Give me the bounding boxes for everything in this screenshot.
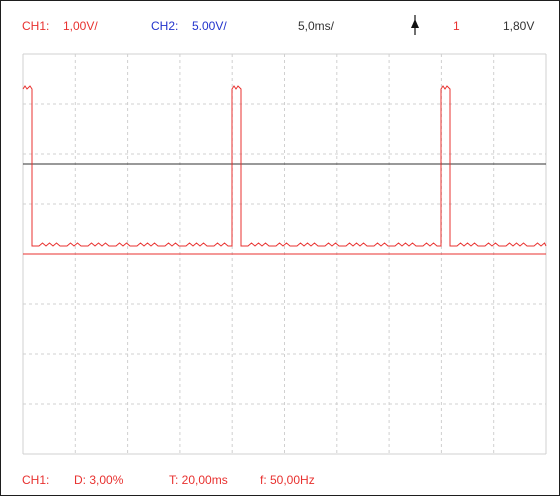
ch1-scale[interactable]: 1,00V/ bbox=[63, 19, 98, 33]
ch1-waveform-trace bbox=[22, 85, 547, 247]
timebase-value[interactable]: 5,0ms/ bbox=[298, 19, 335, 33]
trigger-level[interactable]: 1,80V bbox=[503, 19, 535, 33]
ch2-scale[interactable]: 5.00V/ bbox=[192, 19, 227, 33]
trigger-rising-edge-icon[interactable] bbox=[408, 14, 422, 36]
ch1-label: CH1: bbox=[22, 19, 50, 33]
ch2-label: CH2: bbox=[151, 19, 179, 33]
period-value: T: 20,00ms bbox=[169, 473, 228, 487]
duty-cycle-value: D: 3,00% bbox=[74, 473, 124, 487]
status-header: CH1: 1,00V/ CH2: 5.00V/ 5,0ms/ 1 1,80V bbox=[1, 1, 559, 53]
trigger-channel[interactable]: 1 bbox=[453, 19, 460, 33]
frequency-value: f: 50,00Hz bbox=[260, 473, 315, 487]
measure-channel: CH1: bbox=[22, 473, 50, 487]
